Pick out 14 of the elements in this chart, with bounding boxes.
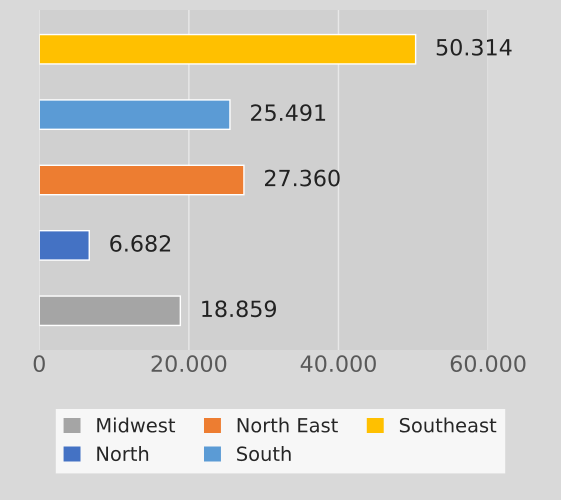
data-label: 50.314: [436, 38, 512, 56]
x-tick-label: 0: [34, 355, 45, 372]
legend-label: Midwest: [97, 418, 176, 433]
legend-label: Southeast: [400, 418, 496, 433]
x-tick-label: 20.000: [152, 355, 226, 372]
legend-label: North East: [238, 418, 338, 433]
data-label: 27.360: [264, 170, 340, 186]
data-label: 18.859: [202, 300, 276, 318]
legend-label: South: [237, 446, 291, 462]
data-label: 25.491: [251, 104, 326, 122]
x-tick-label: 60.000: [450, 355, 526, 372]
x-tick-label: 40.000: [300, 355, 376, 372]
data-label: 6.682: [110, 235, 170, 252]
legend-label: North: [97, 446, 148, 462]
